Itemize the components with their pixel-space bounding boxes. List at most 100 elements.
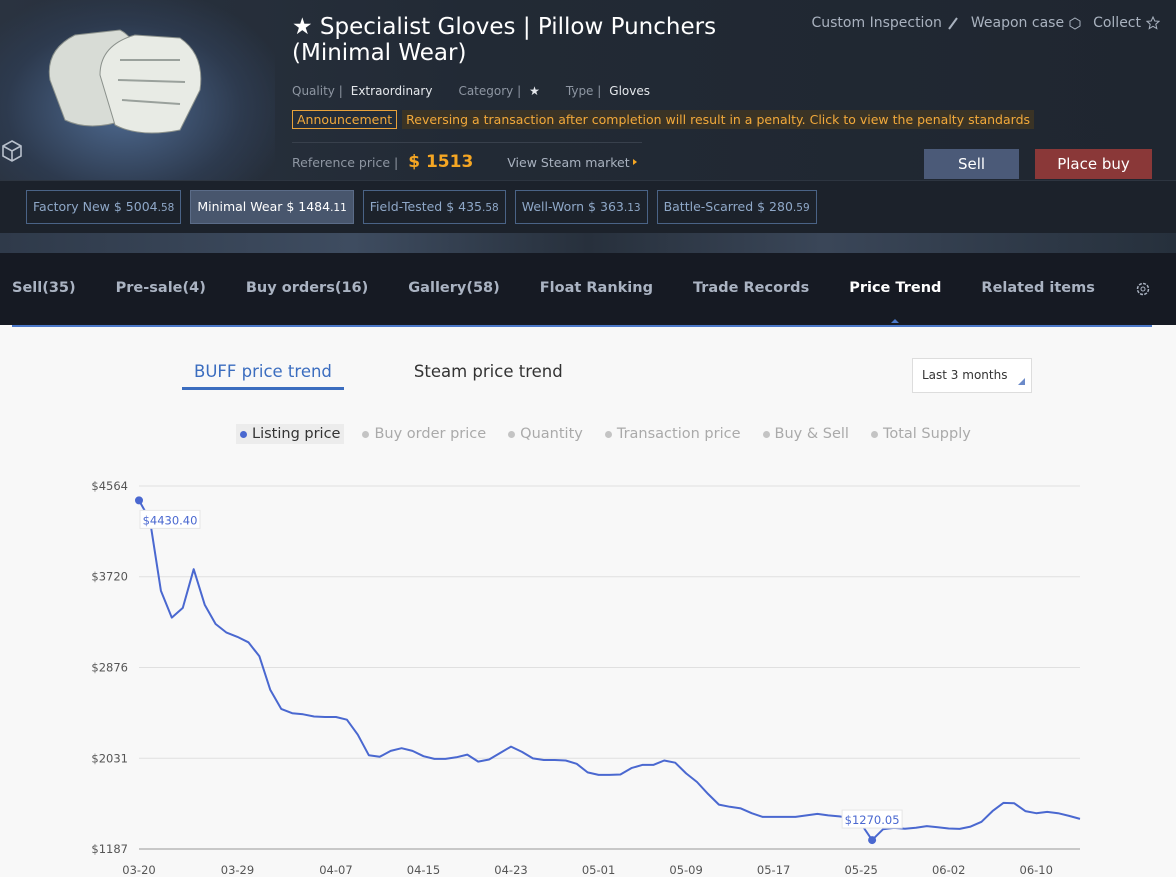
icon — [632, 159, 637, 165]
point-marker — [135, 496, 143, 505]
divider — [292, 142, 642, 143]
wear-label: Well-Worn $ 363 — [521, 199, 624, 214]
tab[interactable]: Pre-sale(4) — [115, 280, 206, 296]
x-tick-label: 05-01 — [582, 863, 615, 877]
tab[interactable]: Buy orders(16) — [245, 280, 369, 296]
announcement-text: Reversing a transaction after completion… — [402, 110, 1035, 129]
buy-order-button[interactable]: Place buy order — [1035, 149, 1152, 203]
x-tick-label: 05-17 — [757, 863, 790, 877]
action[interactable]: Weapon case — [971, 15, 1081, 31]
icon — [1018, 378, 1025, 385]
attributes: Quality | Extraordinary Category | ★ Type | G… — [292, 84, 650, 98]
x-tick-label: 03-29 — [221, 863, 254, 877]
icon — [1069, 17, 1081, 30]
action-label: Custom Inspection — [811, 15, 942, 31]
wear-label: Factory New $ 5004 — [33, 199, 158, 214]
y-tick-label: $3720 — [91, 570, 128, 584]
ref-label: Reference price | — [292, 154, 399, 170]
action-label: Weapon case — [970, 15, 1065, 31]
value-label-bg — [841, 809, 903, 829]
tab[interactable]: Related items — [981, 280, 1095, 296]
announcement[interactable]: Announcement Reversing a transaction aft… — [292, 110, 1035, 129]
legend-item[interactable]: Transaction price — [601, 424, 745, 444]
attribute-value: Extraordinary — [350, 84, 433, 98]
wear-option[interactable]: Field-Tested $ 435.58 — [362, 190, 506, 224]
y-tick-label: $2876 — [91, 660, 128, 674]
y-tick-label: $4564 — [91, 479, 128, 493]
steam-link[interactable]: View Steam market — [507, 154, 630, 170]
wear-option[interactable]: Factory New $ 5004.58 — [26, 190, 182, 224]
value-label-bg — [139, 509, 201, 529]
wear-list: Factory New $ 5004.58 Minimal Wear $ 1484… — [26, 190, 817, 224]
wear-decimals: .58 — [157, 202, 175, 214]
tab-bar — [0, 253, 1176, 325]
value-label: $1270.05 — [845, 813, 900, 827]
tab-underline — [12, 325, 1152, 327]
wear-option[interactable]: Well-Worn $ 363.13 — [514, 190, 648, 224]
attribute-label: Category | — [458, 84, 522, 98]
x-tick-label: 06-10 — [1020, 863, 1053, 877]
wear-option[interactable]: Battle-Scarred $ 280.59 — [656, 190, 817, 224]
legend-item[interactable]: Listing price — [236, 424, 345, 444]
settings-icon[interactable] — [1135, 280, 1151, 296]
announcement-tag: Announcement — [292, 110, 398, 129]
chart: $1187 $2031 $2876 $3720 $4564 03-20 03-29 04-07… — [91, 479, 1081, 877]
attribute: Type | Gloves — [566, 84, 650, 98]
item-title: ★ Specialist Gloves | Pillow Punchers (M… — [292, 14, 717, 66]
legend-item[interactable]: Quantity — [504, 424, 587, 444]
attribute: Category | ★ — [458, 84, 539, 98]
wear-decimals: .58 — [482, 202, 499, 214]
price-line — [138, 499, 1081, 842]
trend-tabs: BUFF price trend Steam price trend — [182, 362, 563, 390]
y-tick-label: $2031 — [91, 751, 128, 765]
range-label: Last 3 months — [922, 368, 1008, 382]
legend-item[interactable]: Total Supply — [867, 424, 975, 444]
range-select[interactable]: Last 3 months — [912, 358, 1032, 393]
tab[interactable]: Gallery(58) — [408, 280, 500, 296]
wear-label: Field-Tested $ 435 — [369, 199, 482, 214]
x-tick-label: 04-15 — [407, 863, 440, 877]
wear-label: Minimal Wear $ 1484 — [197, 199, 331, 214]
legend-item[interactable]: Buy order price — [358, 424, 490, 444]
banner-strip — [0, 233, 1176, 253]
tab[interactable]: Price Trend — [849, 280, 942, 323]
3d-icon[interactable] — [0, 138, 24, 164]
action-label: Collect — [1093, 15, 1141, 31]
y-tick-label: $1187 — [91, 842, 128, 856]
sell-button[interactable]: Sell — [924, 149, 1019, 179]
icon — [948, 17, 958, 30]
attribute: Quality | Extraordinary — [292, 84, 432, 98]
wear-decimals: .13 — [623, 202, 641, 214]
value-label: $4430.40 — [143, 513, 198, 527]
x-tick-label: 05-25 — [844, 863, 877, 877]
tab[interactable]: Sell(35) — [12, 280, 76, 296]
action[interactable]: Custom Inspection — [811, 15, 958, 31]
wear-label: Battle-Scarred $ 280 — [663, 199, 793, 214]
wear-option[interactable]: Minimal Wear $ 1484.11 — [190, 190, 354, 224]
reference-price: Reference price | $ 1513 View Steam mark… — [292, 152, 640, 172]
tabs: Sell(35) Pre-sale(4) Buy orders(16) Gallery… — [12, 280, 1151, 323]
legend: Listing price Buy order price Quantity Tran… — [236, 424, 975, 444]
tab[interactable]: Trade Records — [692, 280, 810, 296]
trend-tab[interactable]: Steam price trend — [413, 362, 563, 381]
item-actions: Custom Inspection Weapon case Collect — [811, 15, 1160, 31]
x-tick-label: 06-02 — [932, 863, 965, 877]
x-tick-label: 03-20 — [122, 863, 155, 877]
x-tick-label: 04-23 — [494, 863, 527, 877]
wear-decimals: .11 — [330, 202, 347, 214]
legend-item[interactable]: Buy & Sell — [759, 424, 853, 444]
ref-value: $ 1513 — [408, 152, 474, 172]
attribute-value: ★ — [529, 84, 540, 98]
wear-decimals: .59 — [792, 202, 810, 214]
tab[interactable]: Float Ranking — [539, 280, 653, 296]
attribute-label: Quality | — [292, 84, 343, 98]
trend-tab[interactable]: BUFF price trend — [182, 362, 344, 390]
point-marker — [868, 836, 877, 845]
icon — [1146, 16, 1160, 30]
attribute-value: Gloves — [609, 84, 651, 98]
item-image — [48, 29, 202, 134]
x-tick-label: 04-07 — [319, 863, 352, 877]
attribute-label: Type | — [565, 84, 602, 98]
action[interactable]: Collect — [1093, 15, 1160, 31]
